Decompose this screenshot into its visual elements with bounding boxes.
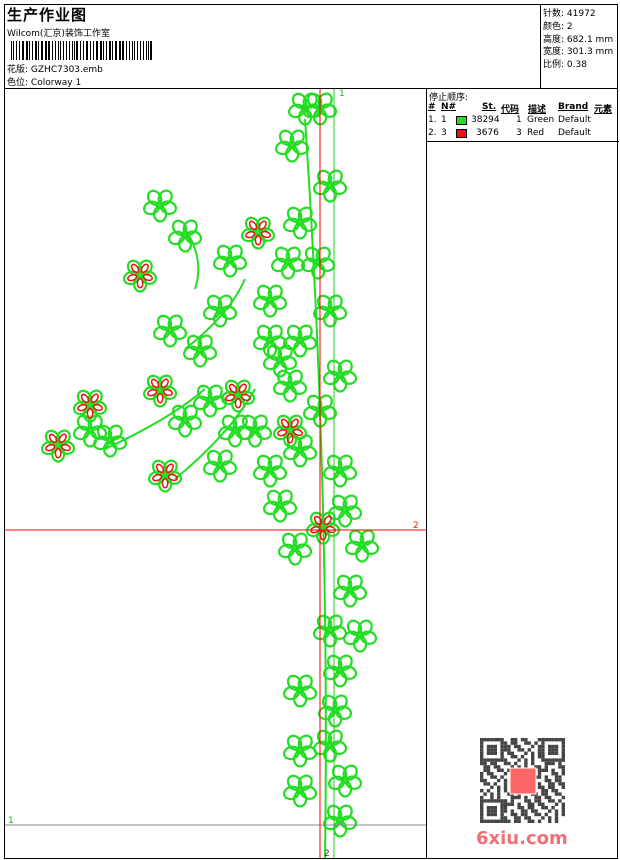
flower (253, 324, 288, 358)
flower (313, 614, 348, 648)
colorway: 色位: Colorway 1 (7, 75, 81, 88)
red-flower (41, 429, 76, 463)
colorway-value: Colorway 1 (30, 78, 82, 88)
flower (273, 369, 308, 403)
page-title: 生产作业图 (7, 6, 88, 24)
stat-colors: 颜色: 2 (543, 21, 573, 32)
col-n: N# (441, 102, 457, 112)
red-flower (123, 259, 158, 293)
flower (283, 774, 318, 808)
flower (213, 244, 248, 278)
company-name: Wilcom(汇京)装饰工作室 (7, 29, 110, 39)
page-frame (4, 4, 618, 859)
design-label: 花版: (7, 65, 29, 75)
design-value: GZHC7303.emb (30, 65, 103, 75)
flower (271, 246, 306, 280)
col-stitches: St. (482, 102, 497, 112)
col-index: # (428, 102, 436, 112)
barcode (11, 41, 154, 60)
flower (345, 529, 380, 563)
flower (275, 129, 310, 163)
stop-sequence-panel: 停止顺序: # N# St. 代码 描述 Brand 元素 1. 1 38294… (426, 89, 619, 859)
flower (323, 454, 358, 488)
flower (283, 674, 318, 708)
marker-green-top: 1 (339, 89, 345, 99)
red-flower (73, 389, 108, 423)
flower (238, 414, 273, 448)
flower (168, 404, 203, 438)
stop-sequence-title: 停止顺序: (429, 93, 469, 103)
flower (283, 206, 318, 240)
flower (301, 246, 336, 280)
flower (183, 334, 218, 368)
flower (73, 414, 108, 448)
flower (143, 189, 178, 223)
red-flower (221, 379, 256, 413)
red-flower (241, 216, 276, 250)
red-flower (148, 459, 183, 493)
qr-code (480, 738, 565, 823)
red-flower (143, 374, 178, 408)
flower (263, 489, 298, 523)
flower (328, 764, 363, 798)
flower (168, 219, 203, 253)
design-file: 花版: GZHC7303.emb (7, 62, 103, 75)
flower (313, 169, 348, 203)
marker-green-left: 1 (8, 816, 14, 826)
flower (253, 454, 288, 488)
marker-red-right: 2 (413, 521, 419, 531)
table-row: 1. 1 38294 1 Green Default (428, 115, 591, 125)
color-swatch (456, 129, 467, 138)
marker-red-bottom: 2 (324, 849, 330, 858)
header: 生产作业图 Wilcom(汇京)装饰工作室 花版: GZHC7303.emb 色… (4, 4, 541, 89)
flower (313, 729, 348, 763)
col-desc: 描述 (528, 105, 547, 115)
colorway-label: 色位: (7, 78, 29, 88)
flower (193, 384, 228, 418)
flower (328, 494, 363, 528)
flower (343, 619, 378, 653)
red-flower (273, 414, 308, 448)
table-row: 2. 3 3676 3 Red Default (428, 128, 591, 138)
seal-stamp (509, 767, 537, 795)
table-header: # N# St. 代码 描述 Brand 元素 (427, 102, 617, 115)
stats-panel: 针数: 41972 颜色: 2 高度: 682.1 mm 宽度: 301.3 m… (541, 4, 618, 89)
flower (323, 654, 358, 688)
color-swatch (456, 116, 467, 125)
stat-stitches: 针数: 41972 (543, 9, 596, 19)
flower (278, 532, 313, 566)
flower (283, 324, 318, 358)
col-brand: Brand (558, 102, 589, 112)
flower (283, 734, 318, 768)
flower (318, 694, 353, 728)
watermark-site: 6xiu.com (476, 828, 568, 849)
flower (323, 359, 358, 393)
stem (174, 388, 256, 480)
flower (333, 574, 368, 608)
flower (203, 449, 238, 483)
flower (253, 284, 288, 318)
flower (153, 314, 188, 348)
stat-width: 宽度: 301.3 mm (543, 47, 614, 58)
col-code: 代码 (501, 105, 520, 115)
flower (203, 294, 238, 328)
col-element: 元素 (594, 105, 613, 115)
table-divider (427, 141, 619, 142)
embroidery-design-canvas: 1 2 1 2 (5, 89, 426, 858)
stem (104, 388, 206, 450)
flower (323, 804, 358, 838)
stat-height: 高度: 682.1 mm (543, 34, 614, 45)
stat-scale: 比例: 0.38 (543, 60, 587, 71)
flower (313, 294, 348, 328)
